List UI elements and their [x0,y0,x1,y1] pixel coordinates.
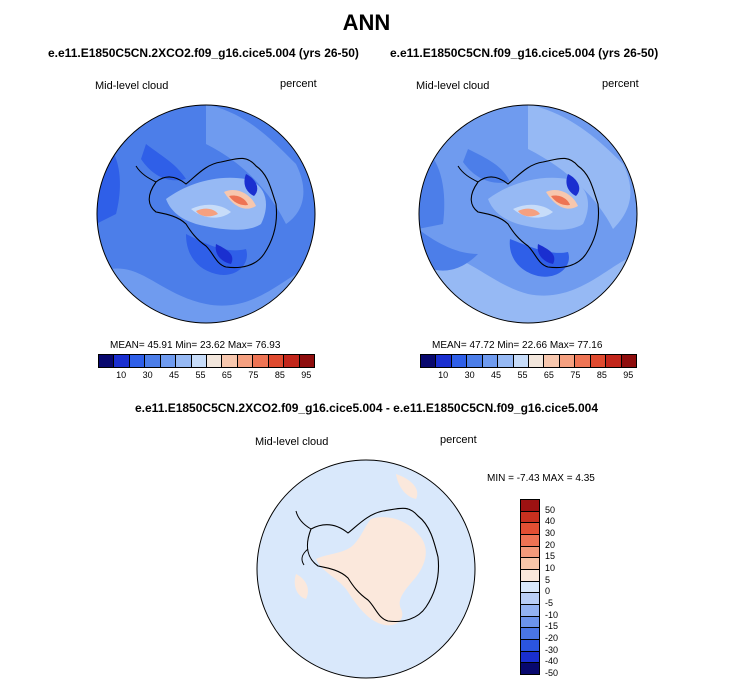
panel2-stats: MEAN= 47.72 Min= 22.66 Max= 77.16 [432,340,603,351]
colorbar-cell [528,354,545,368]
colorbar-tick-label: 85 [274,370,285,380]
colorbar-tick-label: 95 [301,370,312,380]
colorbar-tick-label: 5 [545,574,551,585]
colorbar-tick-label: 0 [545,586,551,597]
colorbar-cell [113,354,130,368]
colorbar-tick-label: 65 [543,370,554,380]
diff-field-label: Mid-level cloud [255,436,329,448]
diff-units-label: percent [440,434,477,446]
colorbar-cell [175,354,192,368]
colorbar-cell [481,354,499,368]
colorbar-tick-label: 65 [221,370,232,380]
colorbar-cell [236,354,254,368]
colorbar-tick-label: 40 [545,516,556,527]
colorbar-cell [128,354,146,368]
colorbar-cell [98,354,115,368]
colorbar-tick-label: 55 [517,370,528,380]
colorbar-cell [497,354,514,368]
panel1-stats: MEAN= 45.91 Min= 23.62 Max= 76.93 [110,340,281,351]
diff-colorbar-labels: 50 40 30 20 15 10 5 0 -5 -10 -15 -20 -30 -40 -50 [545,499,575,678]
colorbar-tick-label: 10 [438,370,449,380]
colorbar-cell [620,354,637,368]
panel2-field-label: Mid-level cloud [416,80,490,92]
panel1-case-title: e.e11.E1850C5CN.2XCO2.f09_g16.cice5.004 … [48,46,359,60]
colorbar-tick-label: 30 [464,370,475,380]
panel2-colorbar [420,354,637,368]
colorbar-tick-label: 75 [248,370,259,380]
colorbar-tick-label: 30 [545,528,556,538]
colorbar-tick-label: 10 [116,370,127,380]
colorbar-tick-label: -5 [545,598,554,608]
colorbar-cell [206,354,223,368]
panel2-colorbar-labels: 10 30 45 55 65 75 85 95 [420,370,636,382]
colorbar-cell [159,354,177,368]
colorbar-cell [283,354,300,368]
colorbar-cell [520,662,540,675]
panel2-polar-map [418,104,638,324]
colorbar-cell [221,354,238,368]
colorbar-tick-label: -20 [545,633,559,643]
diff-colorbar [520,499,540,675]
colorbar-cell [466,354,483,368]
panel1-units-label: percent [280,78,317,90]
colorbar-tick-label: 95 [623,370,634,380]
panel2-case-title: e.e11.E1850C5CN.f09_g16.cice5.004 (yrs 2… [390,46,659,60]
colorbar-cell [420,354,437,368]
colorbar-tick-label: -15 [545,621,559,632]
colorbar-cell [589,354,607,368]
colorbar-tick-label: -10 [545,609,559,620]
diff-title: e.e11.E1850C5CN.2XCO2.f09_g16.cice5.004 … [135,401,598,415]
diff-polar-map [256,459,476,679]
colorbar-tick-label: 45 [491,370,502,380]
colorbar-tick-label: -40 [545,656,559,667]
colorbar-tick-label: 20 [545,539,556,550]
colorbar-cell [558,354,576,368]
colorbar-cell [190,354,207,368]
colorbar-tick-label: -50 [545,668,559,678]
colorbar-tick-label: 75 [570,370,581,380]
colorbar-tick-label: 10 [545,563,556,573]
colorbar-cell [574,354,591,368]
colorbar-cell [512,354,529,368]
colorbar-tick-label: -30 [545,644,559,655]
panel1-colorbar [98,354,315,368]
colorbar-cell [252,354,269,368]
panel1-polar-map [96,104,316,324]
colorbar-tick-label: 55 [195,370,206,380]
colorbar-tick-label: 50 [545,504,556,515]
colorbar-tick-label: 85 [596,370,607,380]
panel1-colorbar-labels: 10 30 45 55 65 75 85 95 [98,370,314,382]
colorbar-tick-label: 15 [545,551,556,562]
colorbar-tick-label: 30 [142,370,153,380]
colorbar-cell [144,354,161,368]
colorbar-cell [543,354,560,368]
colorbar-cell [267,354,285,368]
panel1-field-label: Mid-level cloud [95,80,169,92]
main-title: ANN [342,10,391,35]
colorbar-cell [450,354,468,368]
colorbar-cell [605,354,622,368]
diff-stats: MIN = -7.43 MAX = 4.35 [487,473,595,484]
colorbar-cell [435,354,452,368]
colorbar-cell [298,354,315,368]
colorbar-tick-label: 45 [169,370,180,380]
panel2-units-label: percent [602,78,639,90]
